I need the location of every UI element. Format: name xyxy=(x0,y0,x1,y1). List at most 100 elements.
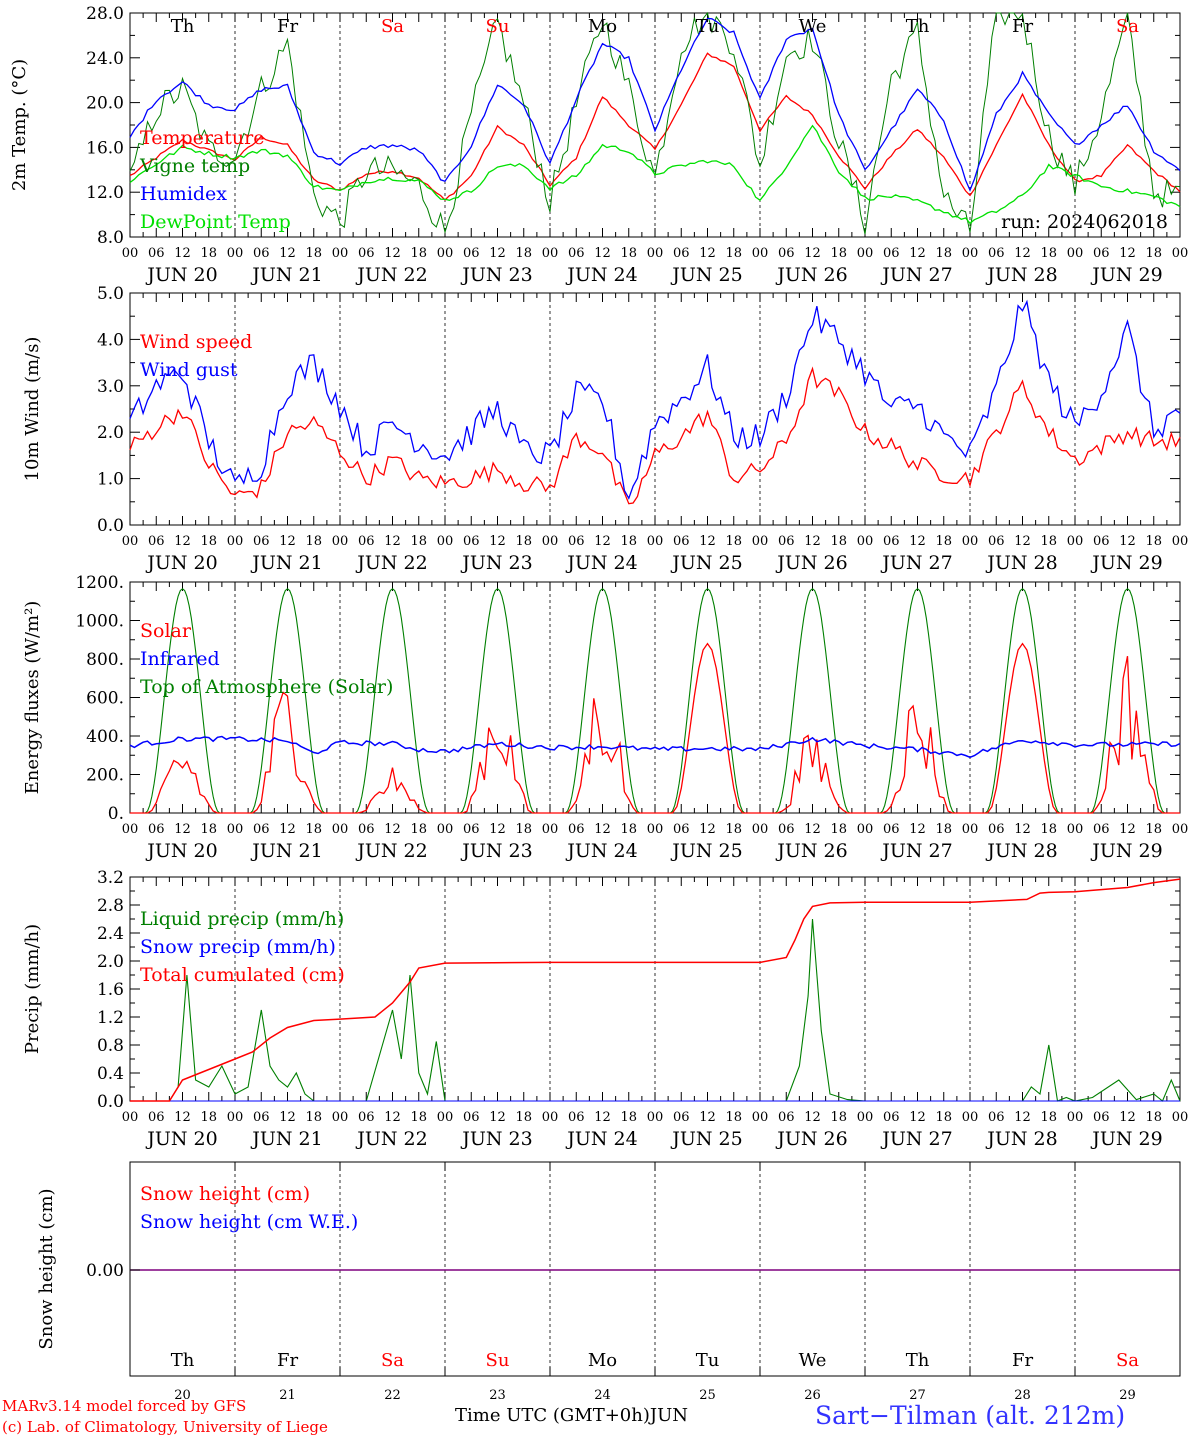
hour-tick-label: 12 xyxy=(384,1110,401,1125)
hour-tick-label: 18 xyxy=(515,822,532,837)
hour-tick-label: 00 xyxy=(647,534,664,549)
run-label: run: 2024062018 xyxy=(1001,211,1168,233)
day-name-label: Sa xyxy=(1116,1350,1139,1371)
y-axis-label: Energy fluxes (W/m²) xyxy=(22,601,43,795)
date-label: JUN 26 xyxy=(775,552,847,574)
y-tick-label: 24.0 xyxy=(86,49,124,69)
hour-tick-label: 00 xyxy=(1172,822,1189,837)
day-name-label: Su xyxy=(486,16,510,37)
day-number-label: 29 xyxy=(1119,1388,1136,1403)
hour-tick-label: 12 xyxy=(909,534,926,549)
day-number-label: 26 xyxy=(804,1388,821,1403)
date-label: JUN 24 xyxy=(565,840,637,862)
series-line-humidex xyxy=(129,17,1181,192)
y-tick-label: 200. xyxy=(86,766,124,786)
day-name-label: Th xyxy=(171,1350,195,1371)
date-label: JUN 22 xyxy=(355,840,427,862)
date-label: JUN 29 xyxy=(1090,552,1162,574)
date-label: JUN 24 xyxy=(565,264,637,286)
date-label: JUN 29 xyxy=(1090,840,1162,862)
day-name-label: Sa xyxy=(381,1350,404,1371)
hour-tick-label: 12 xyxy=(804,822,821,837)
date-label: JUN 23 xyxy=(460,840,532,862)
series-line-solar xyxy=(130,642,1180,814)
hour-tick-label: 12 xyxy=(594,246,611,261)
date-label: JUN 22 xyxy=(355,552,427,574)
date-label: JUN 21 xyxy=(250,264,322,286)
hour-tick-label: 18 xyxy=(1145,822,1162,837)
day-name-label: Fr xyxy=(277,1350,298,1371)
hour-tick-label: 18 xyxy=(410,246,427,261)
y-tick-label: 0.0 xyxy=(97,516,124,536)
y-tick-label: 3.2 xyxy=(97,868,124,888)
hour-tick-label: 12 xyxy=(699,534,716,549)
hour-tick-label: 06 xyxy=(673,534,690,549)
hour-tick-label: 12 xyxy=(594,822,611,837)
date-label: JUN 28 xyxy=(985,552,1057,574)
day-name-label: Fr xyxy=(277,16,298,37)
hour-tick-label: 12 xyxy=(279,534,296,549)
hour-tick-label: 06 xyxy=(358,1110,375,1125)
y-tick-label: 2.4 xyxy=(97,924,124,944)
hour-tick-label: 18 xyxy=(725,534,742,549)
hour-tick-label: 06 xyxy=(568,534,585,549)
y-tick-label: 0.0 xyxy=(97,1092,124,1112)
series-line-wind-gust xyxy=(129,299,1181,500)
legend-entry: Infrared xyxy=(140,648,220,670)
hour-tick-label: 00 xyxy=(332,534,349,549)
hour-tick-label: 18 xyxy=(830,246,847,261)
hour-tick-label: 00 xyxy=(752,1110,769,1125)
hour-tick-label: 00 xyxy=(752,534,769,549)
hour-tick-label: 00 xyxy=(962,1110,979,1125)
date-label: JUN 29 xyxy=(1090,1128,1162,1150)
series-line-liquid-precip xyxy=(130,918,1181,1102)
hour-tick-label: 18 xyxy=(1040,534,1057,549)
hour-tick-label: 00 xyxy=(332,1110,349,1125)
hour-tick-label: 00 xyxy=(227,822,244,837)
y-tick-label: 600. xyxy=(86,689,124,709)
y-tick-label: 2.0 xyxy=(97,952,124,972)
day-number-label: 25 xyxy=(699,1388,716,1403)
hour-tick-label: 18 xyxy=(200,534,217,549)
date-label: JUN 20 xyxy=(145,552,217,574)
hour-tick-label: 12 xyxy=(174,1110,191,1125)
hour-tick-label: 18 xyxy=(935,246,952,261)
day-number-label: 20 xyxy=(174,1388,191,1403)
hour-tick-label: 00 xyxy=(1172,246,1189,261)
hour-tick-label: 12 xyxy=(909,1110,926,1125)
hour-tick-label: 12 xyxy=(174,246,191,261)
hour-tick-label: 12 xyxy=(279,246,296,261)
date-label: JUN 22 xyxy=(355,264,427,286)
date-label: JUN 25 xyxy=(670,264,742,286)
date-label: JUN 27 xyxy=(880,840,952,862)
hour-tick-label: 12 xyxy=(699,822,716,837)
day-name-label: We xyxy=(799,16,827,37)
hour-tick-label: 00 xyxy=(542,822,559,837)
hour-tick-label: 18 xyxy=(305,246,322,261)
date-label: JUN 24 xyxy=(565,1128,637,1150)
y-axis-label: Precip (mm/h) xyxy=(22,924,43,1054)
hour-tick-label: 12 xyxy=(699,1110,716,1125)
legend-entry: Solar xyxy=(140,620,192,642)
hour-tick-label: 06 xyxy=(673,1110,690,1125)
day-name-label: Fr xyxy=(1012,1350,1033,1371)
y-tick-label: 1.0 xyxy=(97,470,124,490)
date-label: JUN 24 xyxy=(565,552,637,574)
y-tick-label: 0.4 xyxy=(97,1064,124,1084)
hour-tick-label: 18 xyxy=(935,534,952,549)
legend-entry: Wind gust xyxy=(140,359,238,381)
y-tick-label: 20.0 xyxy=(86,94,124,114)
day-name-label: Mo xyxy=(588,1350,617,1371)
date-label: JUN 28 xyxy=(985,264,1057,286)
hour-tick-label: 06 xyxy=(988,534,1005,549)
hour-tick-label: 06 xyxy=(673,822,690,837)
legend-entry: Snow precip (mm/h) xyxy=(140,936,336,958)
date-label: JUN 21 xyxy=(250,840,322,862)
legend-entry: Temperature xyxy=(140,127,264,149)
hour-tick-label: 00 xyxy=(122,246,139,261)
y-tick-label: 8.0 xyxy=(97,228,124,248)
hour-tick-label: 06 xyxy=(988,822,1005,837)
hour-tick-label: 12 xyxy=(1014,822,1031,837)
hour-tick-label: 00 xyxy=(437,534,454,549)
hour-tick-label: 12 xyxy=(279,1110,296,1125)
